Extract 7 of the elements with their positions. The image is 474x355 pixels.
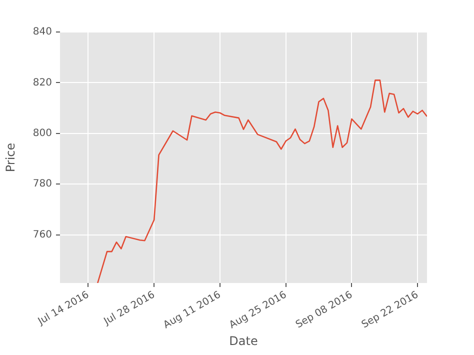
y-tick-label: 820 [32,77,52,88]
y-tick-label: 840 [32,26,52,38]
y-tick-label: 760 [32,229,52,240]
y-axis-title: Price [3,142,18,172]
x-axis-title: Date [229,334,258,348]
y-tick-label: 780 [32,178,52,190]
y-tick-label: 800 [32,128,52,140]
